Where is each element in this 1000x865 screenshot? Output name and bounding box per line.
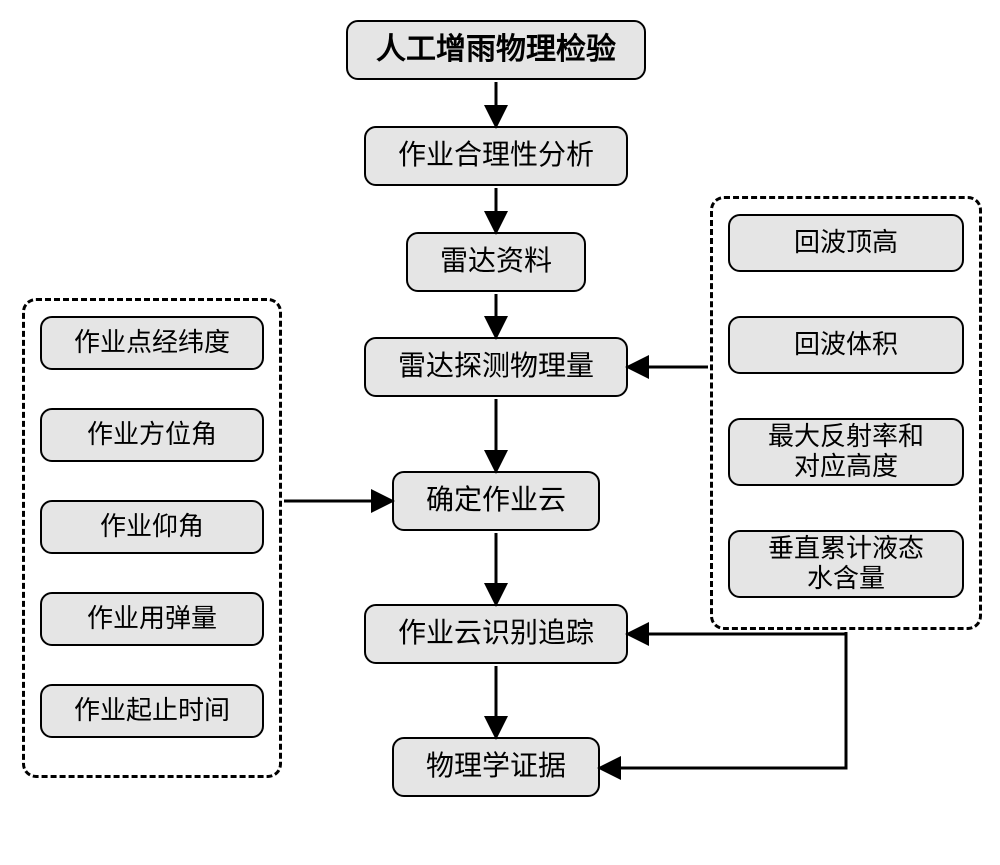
step-determine-cloud: 确定作业云 [392,471,600,531]
right-item-0: 回波顶高 [728,214,964,272]
left-item-3: 作业用弹量 [40,592,264,646]
step-cloud-track: 作业云识别追踪 [364,604,628,664]
step-physics-evidence: 物理学证据 [392,737,600,797]
left-item-4: 作业起止时间 [40,684,264,738]
left-item-0: 作业点经纬度 [40,316,264,370]
right-item-3: 垂直累计液态 水含量 [728,530,964,598]
left-item-1: 作业方位角 [40,408,264,462]
step-radar-data: 雷达资料 [406,232,586,292]
left-item-2: 作业仰角 [40,500,264,554]
right-item-2: 最大反射率和 对应高度 [728,418,964,486]
step-radar-physics: 雷达探测物理量 [364,337,628,397]
step-rationality: 作业合理性分析 [364,126,628,186]
right-item-1: 回波体积 [728,316,964,374]
title-box: 人工增雨物理检验 [346,20,646,80]
